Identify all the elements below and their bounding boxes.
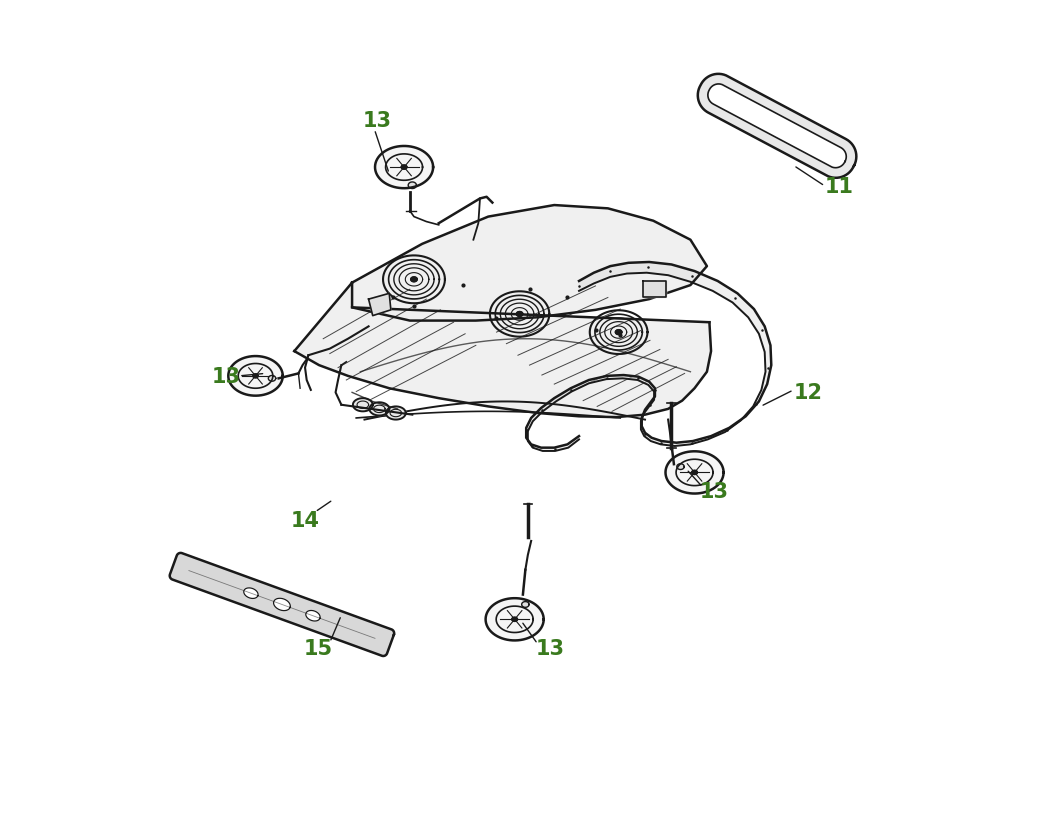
Text: 11: 11 [825, 177, 854, 197]
Polygon shape [511, 618, 518, 622]
Text: 14: 14 [290, 510, 320, 531]
Polygon shape [698, 74, 857, 179]
Polygon shape [375, 146, 433, 189]
Polygon shape [229, 356, 283, 396]
Text: 13: 13 [362, 111, 392, 131]
Polygon shape [644, 282, 666, 298]
Polygon shape [615, 330, 622, 335]
Polygon shape [244, 588, 258, 599]
Polygon shape [169, 553, 394, 656]
Polygon shape [408, 183, 416, 189]
Polygon shape [306, 610, 320, 621]
Text: 13: 13 [536, 638, 564, 658]
Polygon shape [370, 403, 390, 416]
Polygon shape [273, 599, 290, 611]
Polygon shape [294, 206, 711, 418]
Polygon shape [353, 399, 373, 412]
Polygon shape [401, 165, 407, 170]
Polygon shape [665, 452, 723, 494]
Polygon shape [385, 407, 406, 420]
Polygon shape [526, 263, 771, 452]
Polygon shape [411, 278, 417, 283]
Text: 15: 15 [304, 638, 333, 658]
Polygon shape [707, 85, 846, 169]
Polygon shape [677, 464, 684, 470]
Polygon shape [486, 599, 543, 641]
Polygon shape [522, 602, 530, 608]
Text: 13: 13 [700, 482, 729, 502]
Text: 12: 12 [794, 383, 823, 403]
Polygon shape [268, 376, 275, 382]
Text: 13: 13 [212, 366, 240, 386]
Polygon shape [253, 375, 258, 379]
Polygon shape [369, 294, 391, 316]
Polygon shape [692, 471, 698, 475]
Polygon shape [517, 312, 523, 317]
